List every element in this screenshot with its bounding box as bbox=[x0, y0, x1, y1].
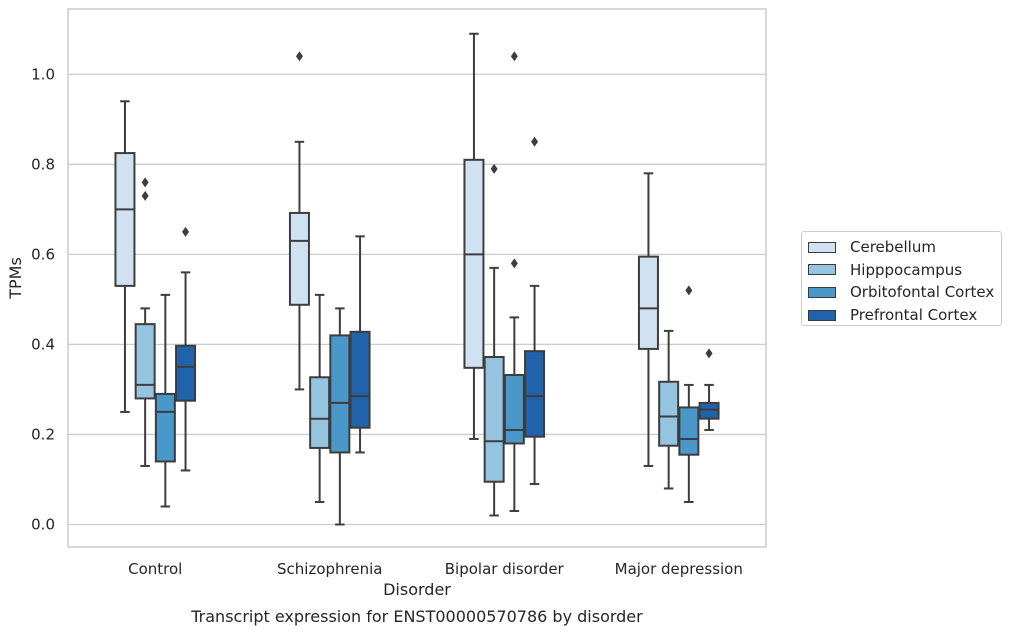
box bbox=[114, 100, 136, 413]
legend-label: Prefrontal Cortex bbox=[850, 306, 978, 325]
y-tick-label: 0.8 bbox=[31, 155, 55, 173]
box-body bbox=[329, 334, 351, 454]
legend-item: Cerebellum bbox=[808, 236, 1001, 259]
box bbox=[524, 136, 546, 485]
plot-frame bbox=[67, 8, 767, 548]
box bbox=[678, 285, 700, 503]
y-tick-label: 0.6 bbox=[31, 245, 55, 263]
box-body bbox=[463, 158, 485, 369]
legend-swatch bbox=[808, 309, 836, 321]
legend-swatch bbox=[808, 264, 836, 276]
box-plot-series bbox=[114, 32, 720, 526]
x-tick-label: Bipolar disorder bbox=[445, 560, 565, 578]
box bbox=[329, 307, 351, 526]
box-body bbox=[678, 406, 700, 456]
box-body bbox=[134, 323, 156, 400]
box bbox=[463, 32, 485, 440]
outlier-point bbox=[141, 177, 149, 188]
box-body bbox=[288, 211, 310, 306]
outlier-point bbox=[685, 285, 693, 296]
box bbox=[154, 293, 176, 508]
x-tick-label: Major depression bbox=[615, 560, 743, 578]
legend-swatch bbox=[808, 286, 836, 298]
box bbox=[349, 235, 371, 454]
box-body bbox=[175, 344, 197, 402]
box-body bbox=[637, 255, 659, 350]
y-tick-label: 0.0 bbox=[31, 515, 55, 533]
legend-item: Orbitofontal Cortex bbox=[808, 281, 1001, 304]
outlier-point bbox=[531, 136, 539, 147]
box-body bbox=[658, 380, 680, 447]
series-cerebellum bbox=[114, 32, 659, 467]
box bbox=[288, 51, 310, 391]
box bbox=[134, 177, 156, 467]
outlier-point bbox=[705, 348, 713, 359]
box bbox=[309, 293, 331, 503]
legend-item: Hipppocampus bbox=[808, 259, 1001, 282]
box bbox=[175, 226, 197, 472]
chart-caption: Transcript expression for ENST0000057078… bbox=[190, 607, 643, 626]
box-body bbox=[154, 392, 176, 463]
box bbox=[658, 329, 680, 490]
outlier-point bbox=[295, 51, 303, 62]
series-hipppocampus bbox=[134, 163, 680, 517]
box-body bbox=[309, 376, 331, 449]
legend-label: Cerebellum bbox=[850, 238, 936, 257]
series-orbitofontal-cortex bbox=[154, 51, 700, 526]
outlier-point bbox=[490, 163, 498, 174]
box bbox=[637, 172, 659, 467]
legend: Cerebellum Hipppocampus Orbitofontal Corte… bbox=[801, 231, 1002, 326]
box-body bbox=[349, 330, 371, 429]
box-body bbox=[483, 356, 505, 483]
y-tick-label: 0.4 bbox=[31, 335, 55, 353]
box-body bbox=[524, 350, 546, 438]
box-body bbox=[114, 152, 136, 287]
series-prefrontal-cortex bbox=[175, 136, 720, 485]
box-body bbox=[698, 401, 720, 420]
x-axis-label: Disorder bbox=[383, 580, 451, 599]
outlier-point bbox=[141, 190, 149, 201]
x-tick-label: Schizophrenia bbox=[277, 560, 382, 578]
legend-label: Hipppocampus bbox=[850, 260, 963, 279]
outlier-point bbox=[182, 226, 190, 237]
y-tick-labels: 0.0 0.2 0.4 0.6 0.8 1.0 bbox=[31, 65, 55, 533]
legend-item: Prefrontal Cortex bbox=[808, 304, 1001, 327]
legend-swatch bbox=[808, 241, 836, 253]
y-tick-label: 1.0 bbox=[31, 65, 55, 83]
outlier-point bbox=[510, 258, 518, 269]
y-tick-label: 0.2 bbox=[31, 425, 55, 443]
box-body bbox=[503, 374, 525, 445]
x-tick-label: Control bbox=[128, 560, 182, 578]
box bbox=[698, 348, 720, 431]
grid-lines bbox=[68, 73, 766, 526]
legend-label: Orbitofontal Cortex bbox=[850, 283, 995, 302]
y-axis-label: TPMs bbox=[6, 257, 25, 300]
outlier-point bbox=[510, 51, 518, 62]
x-tick-labels: Control Schizophrenia Bipolar disorder Majo… bbox=[128, 560, 743, 578]
box bbox=[483, 163, 505, 517]
box bbox=[503, 51, 525, 512]
